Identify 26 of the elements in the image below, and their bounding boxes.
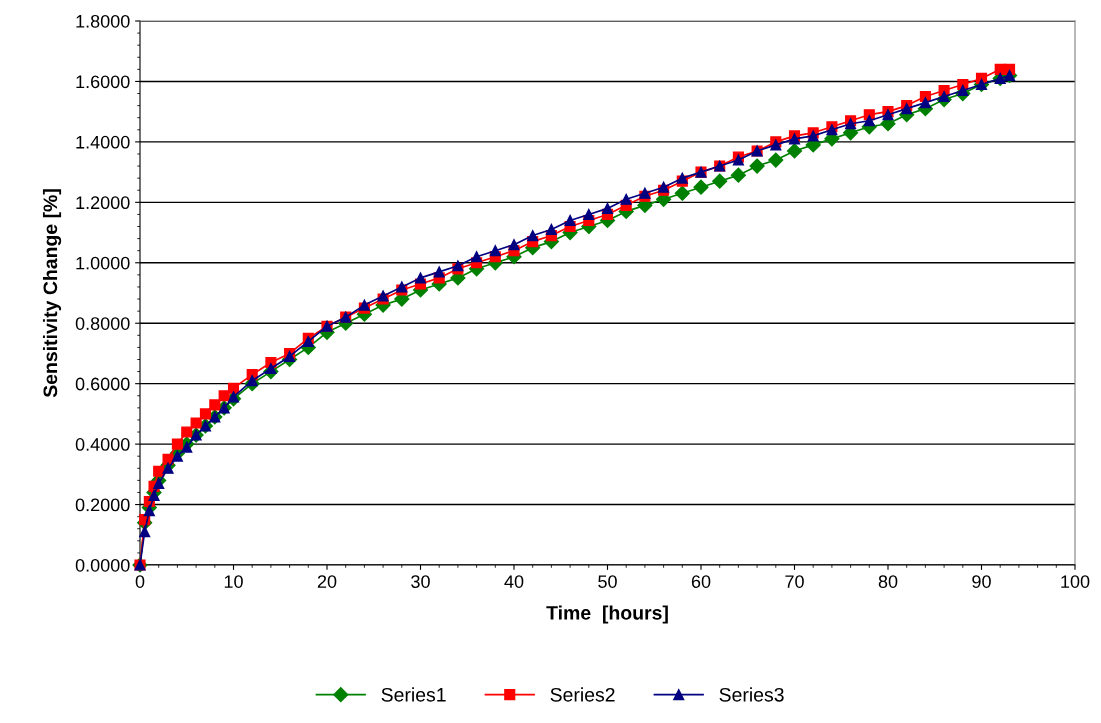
y-tick-label: 1.8000 — [76, 14, 130, 28]
y-tick-label: 0.6000 — [75, 377, 130, 391]
legend-label: Series2 — [550, 687, 615, 702]
x-tick-label: 70 — [785, 575, 804, 588]
y-tick-label: 0.8000 — [75, 317, 130, 330]
x-tick-label: 80 — [878, 575, 898, 588]
x-tick-label: 50 — [598, 575, 617, 588]
y-tick-label: 0.4000 — [75, 438, 130, 451]
y-tick-label: 1.4000 — [76, 135, 130, 149]
x-axis-title: Time [hours] — [546, 605, 668, 624]
y-axis-title: Sensitivity Change [%] — [42, 189, 62, 398]
x-tick-label: 0 — [135, 575, 145, 588]
legend-label: Series1 — [381, 687, 446, 702]
x-tick-label: 100 — [1061, 575, 1090, 588]
y-tick-label: 0.2000 — [75, 498, 130, 512]
x-tick-label: 40 — [504, 575, 524, 588]
x-tick-label: 20 — [317, 575, 337, 588]
x-tick-label: 30 — [411, 575, 430, 588]
legend-label: Series3 — [719, 687, 784, 702]
y-tick-label: 1.6000 — [76, 75, 130, 89]
y-tick-label: 1.2000 — [76, 196, 130, 210]
y-tick-label: 0.0000 — [75, 558, 130, 572]
x-tick-label: 10 — [224, 575, 243, 588]
x-tick-label: 60 — [691, 575, 711, 588]
x-tick-label: 90 — [972, 575, 991, 588]
y-tick-label: 1.0000 — [76, 256, 130, 270]
